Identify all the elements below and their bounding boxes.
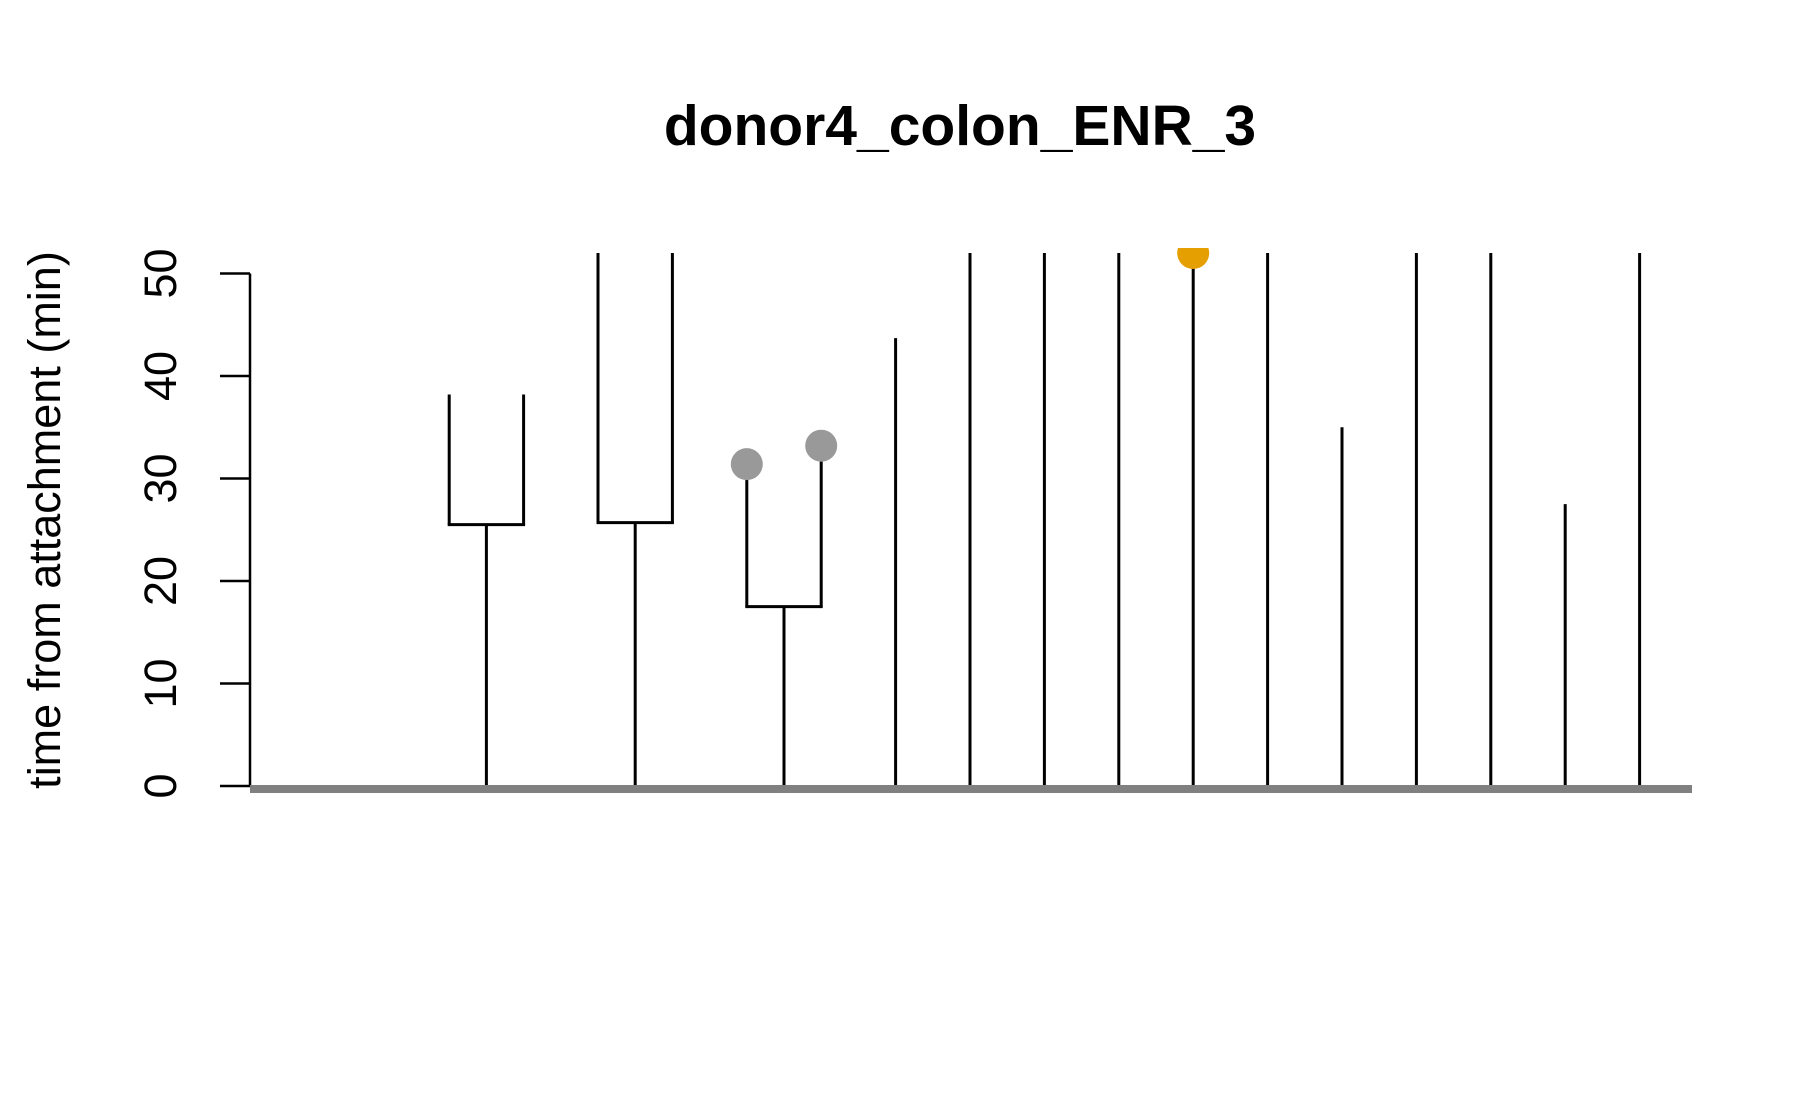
y-tick-label: 10 <box>135 658 186 708</box>
y-tick-label: 30 <box>135 453 186 503</box>
endpoint-markers <box>730 248 1210 481</box>
lineage-lines <box>447 253 1642 786</box>
y-tick-label: 40 <box>135 351 186 401</box>
endpoint-marker-gray <box>730 448 763 481</box>
y-tick-label: 50 <box>135 248 186 298</box>
y-axis-label: time from attachment (min) <box>19 251 70 789</box>
endpoint-marker-gray <box>805 429 838 462</box>
endpoint-marker-orange <box>1177 248 1210 269</box>
y-tick-label: 20 <box>135 556 186 606</box>
y-axis: 0 10 20 30 40 50 <box>135 248 252 799</box>
y-tick-label: 0 <box>135 773 186 798</box>
chart-title: donor4_colon_ENR_3 <box>664 94 1256 158</box>
